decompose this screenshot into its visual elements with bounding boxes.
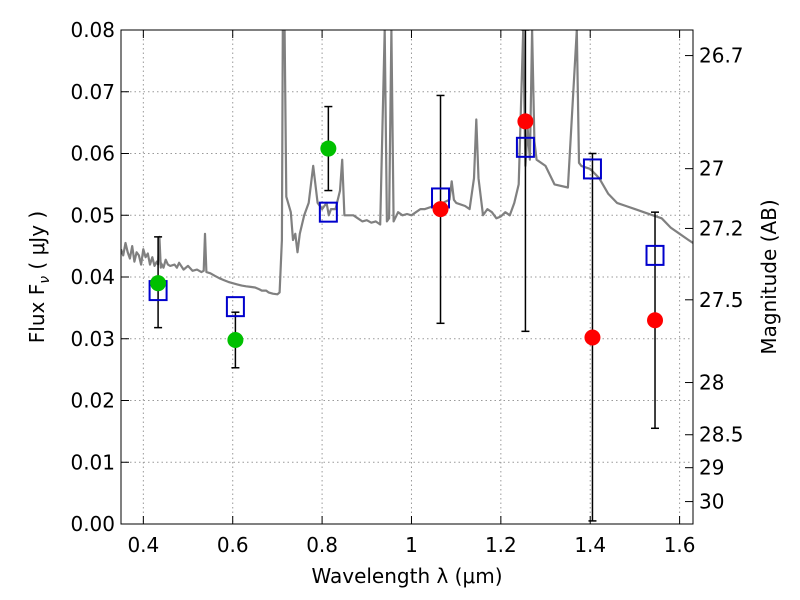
magnitude-tick-label: 27 — [699, 157, 724, 181]
magnitude-tick-label: 28 — [699, 371, 724, 395]
model-square-marker — [645, 244, 665, 266]
y-axis-label-main: Flux F — [25, 284, 49, 343]
y-tick-label: 0.00 — [70, 512, 115, 536]
y-tick-label: 0.07 — [70, 80, 115, 104]
green-detections-point — [150, 275, 167, 292]
x-tick-label: 1.6 — [664, 533, 696, 557]
model-square-marker — [582, 158, 602, 180]
y-tick-label: 0.01 — [70, 450, 115, 474]
magnitude-tick-label: 28.5 — [699, 423, 744, 447]
magnitude-tick-label: 29 — [699, 456, 724, 480]
green-detections-point — [227, 331, 244, 348]
red-detections-point — [647, 312, 664, 329]
x-tick-label: 0.6 — [217, 533, 249, 557]
magnitude-axis-label: Magnitude (AB) — [757, 199, 781, 354]
red-detections-point — [584, 329, 601, 346]
y-axis-label: Flux Fν ( μJy ) — [25, 211, 53, 343]
model-square-marker — [515, 136, 535, 158]
y-tick-label: 0.06 — [70, 142, 115, 166]
x-tick-label: 1.2 — [485, 533, 517, 557]
red-detections-point — [517, 113, 534, 130]
y-tick-label: 0.08 — [70, 18, 115, 42]
model-square-marker — [225, 296, 245, 318]
y-tick-label: 0.03 — [70, 327, 115, 351]
magnitude-tick-label: 26.7 — [699, 44, 744, 68]
spectrum-layer — [121, 30, 693, 296]
magnitude-tick-label: 27.5 — [699, 288, 744, 312]
y-axis-label-unit: ( μJy ) — [25, 211, 49, 276]
magnitude-tick-label: 27.2 — [699, 216, 744, 240]
red-detections-point — [432, 201, 449, 218]
x-axis-label: Wavelength λ (μm) — [311, 564, 502, 588]
x-tick-label: 0.8 — [306, 533, 338, 557]
y-tick-label: 0.04 — [70, 265, 115, 289]
x-tick-label: 1.4 — [574, 533, 606, 557]
y-tick-label: 0.02 — [70, 389, 115, 413]
model-square-marker — [318, 201, 338, 223]
x-tick-label: 1 — [405, 533, 418, 557]
marker-layer — [148, 113, 665, 348]
axis-ticks: 0.4 0.6 0.8 1 1.2 1.4 1.6 0.00 0.01 0.02 0.03 0.04 0… — [70, 18, 743, 557]
y-tick-label: 0.05 — [70, 203, 115, 227]
x-tick-label: 0.4 — [127, 533, 159, 557]
magnitude-tick-label: 30 — [699, 490, 724, 514]
green-detections-point — [320, 140, 337, 157]
y-axis-label-subscript: ν — [37, 276, 53, 284]
spectrum-line — [121, 30, 693, 296]
